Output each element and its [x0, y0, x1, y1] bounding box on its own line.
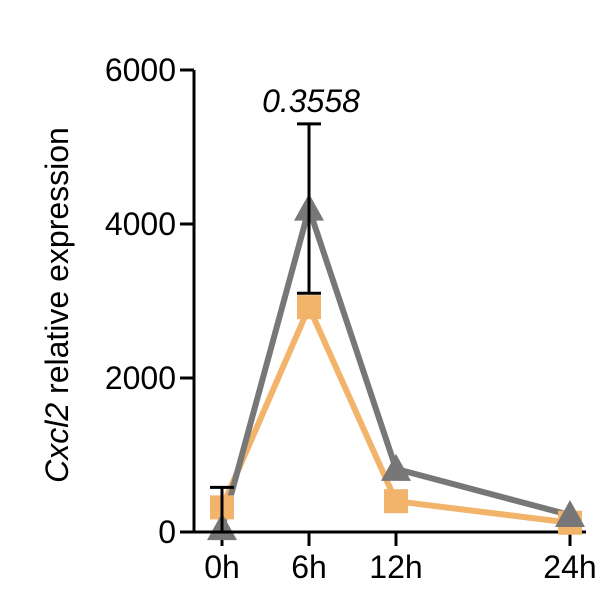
y-axis-title: Cxcl2 relative expression [39, 127, 75, 483]
y-tick-label: 2000 [105, 360, 176, 396]
x-tick-label: 24h [543, 549, 596, 585]
x-tick-label: 6h [291, 549, 327, 585]
series-line-1 [219, 205, 571, 529]
y-tick-label: 4000 [105, 206, 176, 242]
x-tick-label: 0h [204, 549, 240, 585]
annotations: 0.3558 [262, 83, 360, 119]
data-point-triangle [555, 500, 585, 528]
error-bars [210, 122, 321, 534]
y-tick-label: 0 [158, 514, 176, 550]
y-tick-label: 6000 [105, 52, 176, 88]
series-layer [207, 193, 585, 541]
data-point-triangle [381, 453, 411, 481]
x-tick-label: 12h [369, 549, 422, 585]
data-point-square [384, 489, 408, 514]
p-value-annotation: 0.3558 [262, 83, 360, 119]
ticks: 0 2000 4000 6000 0h 6h 12h 24h [105, 52, 597, 585]
y-axis-title-rest: relative expression [39, 127, 75, 403]
y-axis-title-italic: Cxcl2 [39, 403, 75, 483]
series-line-0 [219, 304, 571, 526]
axes [192, 70, 586, 534]
data-point-square [297, 295, 321, 320]
